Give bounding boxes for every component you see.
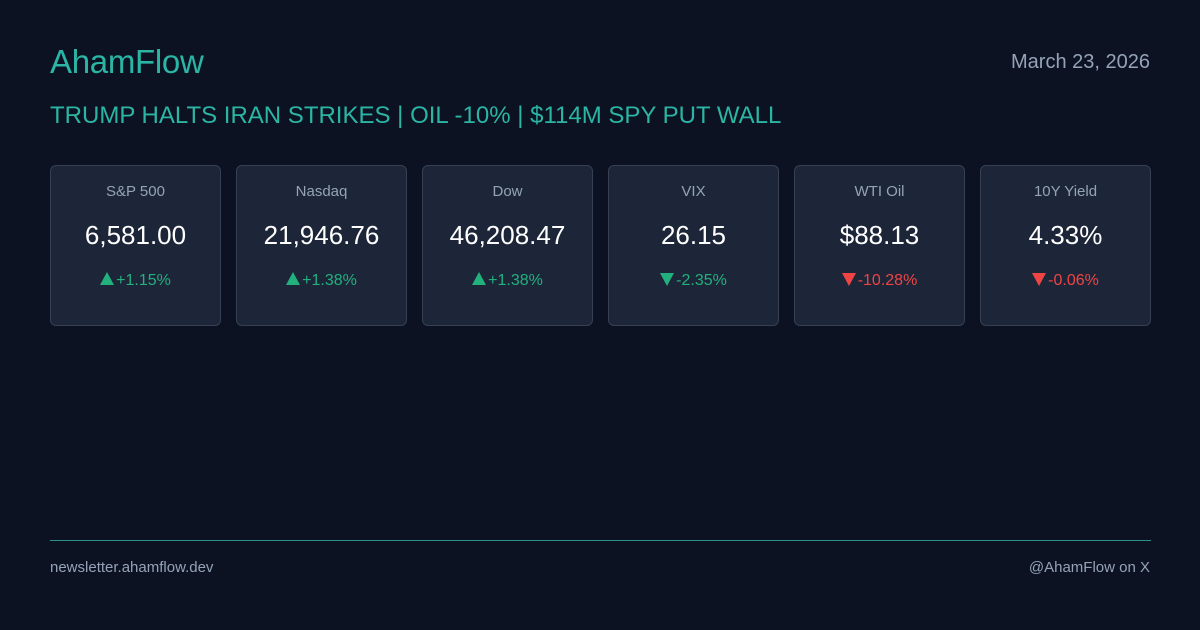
ticker-name: Nasdaq	[295, 183, 348, 200]
ticker-change: -0.06%	[981, 271, 1150, 291]
ticker-name: WTI Oil	[854, 183, 905, 200]
arrow-up-icon	[286, 272, 301, 285]
ticker-value: 46,208.47	[449, 220, 566, 250]
ticker-value: 21,946.76	[263, 220, 380, 250]
brand-logo-text: AhamFlow	[50, 43, 204, 80]
report-date: March 23, 2026	[1011, 51, 1150, 73]
ticker-change-text: +1.15%	[116, 272, 171, 289]
ticker-card-wti-oil: WTI Oil $88.13 -10.28%	[794, 165, 965, 326]
ticker-value: 4.33%	[1028, 220, 1103, 250]
ticker-card-10y-yield: 10Y Yield 4.33% -0.06%	[980, 165, 1151, 326]
arrow-down-icon	[841, 273, 856, 286]
ticker-change: -10.28%	[795, 271, 964, 291]
ticker-cards: S&P 500 6,581.00 +1.15% Nasdaq 21,946.76…	[50, 165, 1151, 326]
arrow-down-icon	[1032, 273, 1047, 286]
arrow-up-icon	[472, 272, 487, 285]
headline: TRUMP HALTS IRAN STRIKES | OIL -10% | $1…	[50, 102, 782, 129]
ticker-value: 6,581.00	[84, 220, 187, 250]
arrow-up-icon	[100, 272, 115, 285]
ticker-change-text: +1.38%	[488, 272, 543, 289]
ticker-value: 26.15	[660, 220, 727, 250]
arrow-down-icon	[660, 273, 675, 286]
ticker-name: 10Y Yield	[1033, 183, 1098, 200]
ticker-name: S&P 500	[106, 183, 165, 200]
ticker-change: +1.38%	[423, 271, 592, 291]
ticker-card-vix: VIX 26.15 -2.35%	[608, 165, 779, 326]
ticker-change-text: +1.38%	[302, 272, 357, 289]
ticker-change: +1.15%	[51, 271, 220, 291]
ticker-name: VIX	[681, 183, 706, 200]
social-handle[interactable]: @AhamFlow on X	[1028, 559, 1150, 576]
ticker-card-nasdaq: Nasdaq 21,946.76 +1.38%	[236, 165, 407, 326]
ticker-change-text: -0.06%	[1048, 272, 1099, 289]
ticker-value: $88.13	[839, 220, 920, 250]
ticker-change: -2.35%	[609, 271, 778, 291]
newsletter-link[interactable]: newsletter.ahamflow.dev	[50, 559, 214, 576]
footer-divider	[50, 540, 1151, 541]
ticker-name: Dow	[492, 183, 523, 200]
ticker-card-dow: Dow 46,208.47 +1.38%	[422, 165, 593, 326]
ticker-change-text: -2.35%	[676, 272, 727, 289]
ticker-change: +1.38%	[237, 271, 406, 291]
ticker-card-sp500: S&P 500 6,581.00 +1.15%	[50, 165, 221, 326]
ticker-change-text: -10.28%	[857, 272, 918, 289]
